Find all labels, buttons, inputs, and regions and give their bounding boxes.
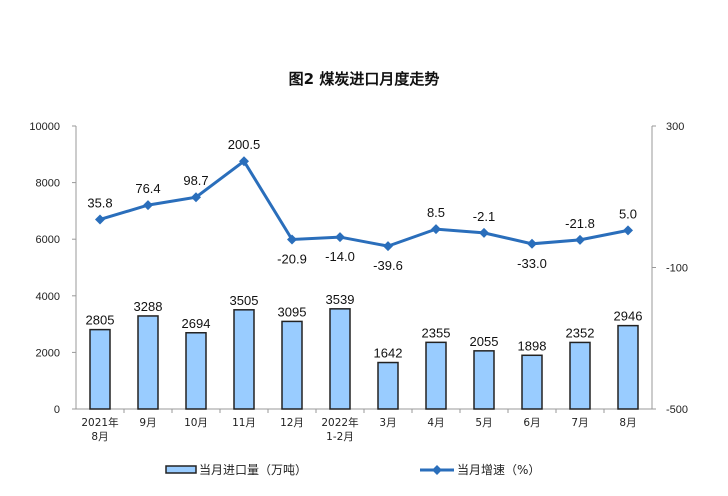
line-value-label: 5.0 bbox=[619, 206, 637, 221]
bar bbox=[281, 320, 303, 410]
line-point bbox=[527, 238, 537, 249]
x-tick-label: 9月 bbox=[139, 417, 156, 429]
x-tick-label: 8月 bbox=[91, 431, 108, 443]
x-tick-label: 3月 bbox=[379, 417, 396, 429]
bar-value-label: 2694 bbox=[182, 316, 211, 331]
right-tick-label: 300 bbox=[666, 121, 684, 133]
line-value-label: -33.0 bbox=[517, 256, 547, 271]
line-point bbox=[479, 227, 489, 238]
legend-bar-swatch bbox=[165, 465, 197, 474]
bar bbox=[521, 354, 543, 410]
bar bbox=[89, 328, 111, 410]
line-point bbox=[287, 234, 297, 245]
line-point bbox=[191, 192, 201, 203]
left-tick-label: 0 bbox=[54, 404, 60, 416]
bar-value-label: 3095 bbox=[278, 304, 307, 319]
bar-value-label: 3505 bbox=[230, 293, 259, 308]
left-tick-label: 10000 bbox=[29, 121, 60, 133]
bar bbox=[233, 309, 255, 410]
line-point bbox=[95, 214, 105, 225]
legend-line-marker bbox=[432, 465, 442, 475]
x-tick-label: 6月 bbox=[523, 417, 540, 429]
x-tick-label: 2022年 bbox=[321, 416, 358, 429]
line-value-label: -2.1 bbox=[473, 209, 495, 224]
x-tick-label: 10月 bbox=[184, 417, 208, 429]
bar-value-label: 2805 bbox=[86, 313, 115, 328]
bar-value-label: 1898 bbox=[518, 338, 547, 353]
line-value-label: 76.4 bbox=[135, 181, 160, 196]
bar-value-label: 2055 bbox=[470, 334, 499, 349]
line-point bbox=[431, 224, 441, 235]
left-tick-label: 6000 bbox=[36, 234, 60, 246]
bar bbox=[377, 361, 399, 410]
bar bbox=[425, 341, 447, 410]
line-point bbox=[239, 156, 249, 167]
bar bbox=[137, 315, 159, 410]
line-point bbox=[623, 225, 633, 236]
bar bbox=[185, 332, 207, 410]
left-tick-label: 8000 bbox=[36, 178, 60, 190]
legend-line-label: 当月增速（%） bbox=[457, 463, 540, 477]
line-value-label: -14.0 bbox=[325, 249, 355, 264]
line-point bbox=[383, 241, 393, 252]
line-point bbox=[335, 232, 345, 243]
bar bbox=[473, 350, 495, 410]
line-value-label: -20.9 bbox=[277, 252, 307, 267]
line-value-label: 8.5 bbox=[427, 205, 445, 220]
x-tick-label: 1-2月 bbox=[326, 431, 354, 443]
left-tick-label: 4000 bbox=[36, 291, 60, 303]
growth-line bbox=[99, 159, 629, 248]
bar-value-label: 3539 bbox=[326, 292, 355, 307]
right-tick-label: -100 bbox=[666, 263, 688, 275]
x-tick-label: 7月 bbox=[571, 417, 588, 429]
x-tick-label: 12月 bbox=[280, 417, 304, 429]
legend-bar-label: 当月进口量（万吨） bbox=[199, 463, 307, 477]
x-tick-label: 2021年 bbox=[81, 416, 118, 429]
x-tick-label: 11月 bbox=[232, 417, 256, 429]
x-tick-label: 8月 bbox=[619, 417, 636, 429]
bar bbox=[569, 341, 591, 410]
right-tick-label: -500 bbox=[666, 404, 688, 416]
chart-title: 图2 煤炭进口月度走势 bbox=[289, 70, 440, 88]
bar-value-label: 2352 bbox=[566, 325, 595, 340]
bar-value-label: 3288 bbox=[134, 299, 163, 314]
bar-value-label: 2355 bbox=[422, 325, 451, 340]
bar-value-label: 1642 bbox=[374, 346, 403, 361]
bar bbox=[617, 324, 639, 410]
line-value-label: 35.8 bbox=[87, 195, 112, 210]
x-tick-label: 4月 bbox=[427, 417, 444, 429]
left-tick-label: 2000 bbox=[36, 347, 60, 359]
line-value-label: -21.8 bbox=[565, 216, 595, 231]
line-value-label: -39.6 bbox=[373, 258, 403, 273]
line-value-label: 98.7 bbox=[183, 173, 208, 188]
x-tick-label: 5月 bbox=[475, 417, 492, 429]
line-value-label: 200.5 bbox=[228, 137, 261, 152]
line-point bbox=[143, 200, 153, 211]
line-point bbox=[575, 234, 585, 245]
bar bbox=[329, 308, 351, 410]
bar-value-label: 2946 bbox=[614, 309, 643, 324]
